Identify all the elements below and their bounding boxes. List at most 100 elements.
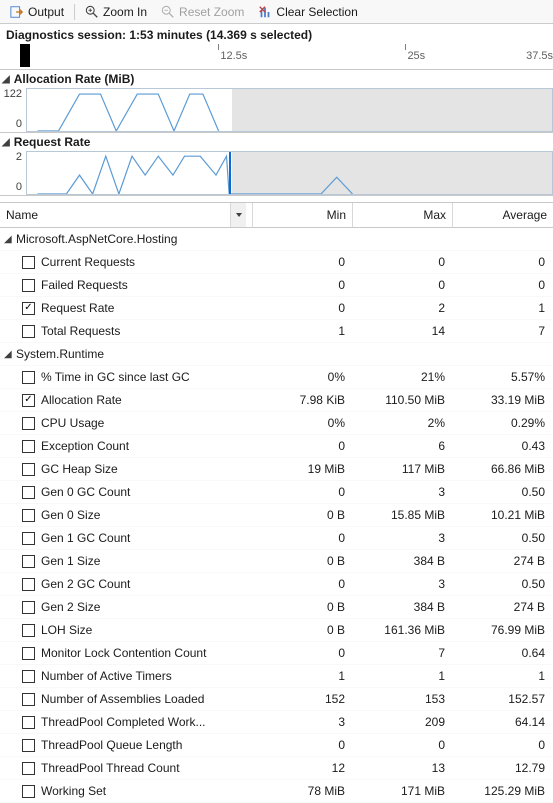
chart-plot[interactable] [26, 151, 553, 195]
clear-selection-button[interactable]: Clear Selection [252, 2, 363, 22]
counter-row[interactable]: Working Set78 MiB171 MiB125.29 MiB [0, 780, 553, 803]
chart-title[interactable]: ◢Request Rate [0, 133, 553, 151]
counter-checkbox[interactable] [22, 555, 35, 568]
counter-avg-cell: 125.29 MiB [453, 784, 553, 798]
counter-checkbox[interactable] [22, 440, 35, 453]
counter-row[interactable]: LOH Size0 B161.36 MiB76.99 MiB [0, 619, 553, 642]
counter-checkbox[interactable] [22, 486, 35, 499]
counter-row[interactable]: Allocation Rate7.98 KiB110.50 MiB33.19 M… [0, 389, 553, 412]
counter-name-cell: Current Requests [0, 255, 253, 269]
chart-plot[interactable] [26, 88, 553, 132]
counter-row[interactable]: Failed Requests000 [0, 274, 553, 297]
counter-row[interactable]: Exception Count060.43 [0, 435, 553, 458]
clear-selection-icon [258, 5, 272, 19]
counter-group-label: System.Runtime [16, 347, 104, 361]
counter-name-label: Monitor Lock Contention Count [41, 646, 206, 660]
counter-checkbox[interactable] [22, 256, 35, 269]
counter-name-cell: ThreadPool Completed Work... [0, 715, 253, 729]
column-header-max[interactable]: Max [353, 203, 453, 227]
counter-avg-cell: 7 [453, 324, 553, 338]
counter-row[interactable]: CPU Usage0%2%0.29% [0, 412, 553, 435]
chart-body[interactable]: 20 [0, 151, 553, 195]
counter-min-cell: 0 [253, 278, 353, 292]
chart-body[interactable]: 1220 [0, 88, 553, 132]
column-header-min[interactable]: Min [253, 203, 353, 227]
counter-min-cell: 0 [253, 485, 353, 499]
counter-min-cell: 7.98 KiB [253, 393, 353, 407]
counter-checkbox[interactable] [22, 762, 35, 775]
counter-row[interactable]: ThreadPool Queue Length000 [0, 734, 553, 757]
counter-row[interactable]: Gen 1 Size0 B384 B274 B [0, 550, 553, 573]
counter-name-label: Failed Requests [41, 278, 128, 292]
counter-checkbox[interactable] [22, 532, 35, 545]
chart-line [27, 152, 552, 194]
counter-checkbox[interactable] [22, 601, 35, 614]
counter-checkbox[interactable] [22, 371, 35, 384]
reset-zoom-button[interactable]: Reset Zoom [155, 2, 250, 22]
counter-row[interactable]: Number of Assemblies Loaded152153152.57 [0, 688, 553, 711]
output-icon [10, 5, 24, 19]
counter-group-label: Microsoft.AspNetCore.Hosting [16, 232, 177, 246]
counter-checkbox[interactable] [22, 739, 35, 752]
counter-row[interactable]: Request Rate021 [0, 297, 553, 320]
counter-row[interactable]: Number of Active Timers111 [0, 665, 553, 688]
counter-group-row[interactable]: ◢Microsoft.AspNetCore.Hosting [0, 228, 553, 251]
counter-max-cell: 0 [353, 738, 453, 752]
column-header-avg[interactable]: Average [453, 203, 553, 227]
counter-checkbox[interactable] [22, 394, 35, 407]
counter-name-label: Total Requests [41, 324, 120, 338]
output-button[interactable]: Output [4, 2, 70, 22]
counter-max-cell: 3 [353, 577, 453, 591]
counter-row[interactable]: Monitor Lock Contention Count070.64 [0, 642, 553, 665]
counter-checkbox[interactable] [22, 279, 35, 292]
sort-indicator-icon[interactable] [230, 203, 246, 227]
counter-checkbox[interactable] [22, 325, 35, 338]
counter-name-label: LOH Size [41, 623, 92, 637]
counter-checkbox[interactable] [22, 785, 35, 798]
counter-max-cell: 0 [353, 255, 453, 269]
counter-checkbox[interactable] [22, 647, 35, 660]
counter-name-cell: Working Set [0, 784, 253, 798]
chart-cursor[interactable] [229, 152, 231, 194]
counter-row[interactable]: % Time in GC since last GC0%21%5.57% [0, 366, 553, 389]
counter-checkbox[interactable] [22, 417, 35, 430]
counter-min-cell: 0% [253, 370, 353, 384]
column-header-min-label: Min [327, 208, 346, 222]
counter-row[interactable]: Gen 1 GC Count030.50 [0, 527, 553, 550]
zoom-in-button[interactable]: Zoom In [79, 2, 153, 22]
timeline-ruler[interactable]: 12.5s25s37.5s [0, 44, 553, 70]
column-header-name[interactable]: Name [0, 203, 253, 227]
counter-row[interactable]: Gen 0 Size0 B15.85 MiB10.21 MiB [0, 504, 553, 527]
counter-row[interactable]: Gen 2 Size0 B384 B274 B [0, 596, 553, 619]
counter-min-cell: 0 [253, 439, 353, 453]
counter-name-cell: Gen 0 GC Count [0, 485, 253, 499]
counter-row[interactable]: Gen 2 GC Count030.50 [0, 573, 553, 596]
counter-name-cell: Gen 1 GC Count [0, 531, 253, 545]
counter-row[interactable]: ThreadPool Thread Count121312.79 [0, 757, 553, 780]
counter-checkbox[interactable] [22, 302, 35, 315]
counter-checkbox[interactable] [22, 624, 35, 637]
counter-row[interactable]: GC Heap Size19 MiB117 MiB66.86 MiB [0, 458, 553, 481]
counter-name-cell: Exception Count [0, 439, 253, 453]
counter-row[interactable]: Current Requests000 [0, 251, 553, 274]
counter-row[interactable]: ThreadPool Completed Work...320964.14 [0, 711, 553, 734]
counter-name-cell: GC Heap Size [0, 462, 253, 476]
ruler-label: 12.5s [220, 50, 247, 62]
collapse-icon: ◢ [4, 234, 16, 245]
counter-row[interactable]: Total Requests1147 [0, 320, 553, 343]
counter-checkbox[interactable] [22, 693, 35, 706]
counter-name-label: ThreadPool Queue Length [41, 738, 182, 752]
counter-checkbox[interactable] [22, 716, 35, 729]
chart-title[interactable]: ◢Allocation Rate (MiB) [0, 70, 553, 88]
counter-checkbox[interactable] [22, 670, 35, 683]
counter-checkbox[interactable] [22, 463, 35, 476]
counter-avg-cell: 0 [453, 738, 553, 752]
counter-min-cell: 0 [253, 577, 353, 591]
counter-checkbox[interactable] [22, 509, 35, 522]
counter-row[interactable]: Gen 0 GC Count030.50 [0, 481, 553, 504]
counter-name-cell: LOH Size [0, 623, 253, 637]
counter-checkbox[interactable] [22, 578, 35, 591]
counter-group-row[interactable]: ◢System.Runtime [0, 343, 553, 366]
counter-max-cell: 110.50 MiB [353, 393, 453, 407]
reset-zoom-label: Reset Zoom [179, 5, 244, 19]
